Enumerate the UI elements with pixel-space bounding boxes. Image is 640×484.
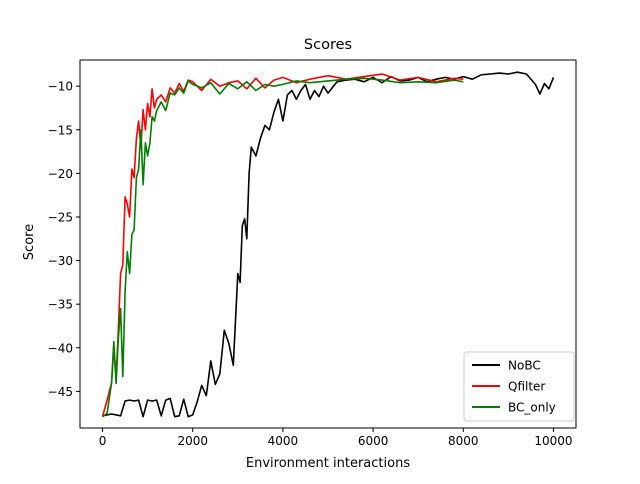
x-tick-label: 0 [99,434,107,448]
y-tick-label: −40 [48,341,73,355]
x-tick-label: 2000 [177,434,208,448]
y-tick-label: −45 [48,385,73,399]
legend: NoBC Qfilter BC_only [463,351,575,422]
y-tick-label: −35 [48,298,73,312]
x-axis-label: Environment interactions [246,456,410,471]
y-tick-label: −15 [48,123,73,137]
chart-title: Scores [304,37,352,53]
series-line-qfilter [101,73,464,417]
series-line-nobc [102,71,555,418]
x-tick-label: 4000 [268,434,299,448]
series-lines [101,71,555,418]
legend-label: Qfilter [508,380,545,394]
y-tick-label: −25 [48,210,73,224]
series-line-bc-only [102,77,464,418]
x-tick-label: 8000 [448,434,479,448]
y-tick-label: −30 [48,254,73,268]
x-tick-label: 6000 [358,434,389,448]
legend-label: NoBC [508,359,541,373]
legend-label: BC_only [508,401,556,415]
legend-items: NoBC Qfilter BC_only [472,359,556,415]
y-tick-label: −20 [48,167,73,181]
y-tick-label: −10 [48,80,73,94]
tick-marks: 0 2000 4000 6000 8000 10000 −45 −40 −35 −30 −25 −20… [48,80,573,448]
legend-box [463,351,575,422]
axes-frame [79,59,577,429]
x-tick-label: 10000 [534,434,572,448]
y-axis-label: Score [22,224,37,260]
